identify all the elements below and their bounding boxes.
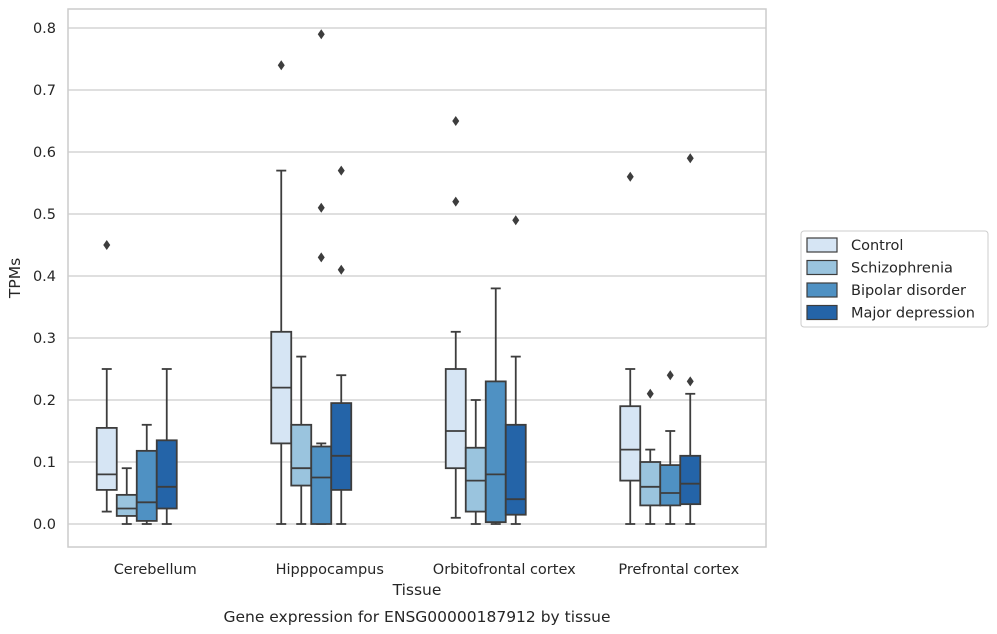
y-tick-label: 0.2 bbox=[33, 393, 56, 409]
outlier-marker bbox=[317, 202, 325, 213]
box-bipolar-disorder bbox=[135, 423, 158, 525]
y-tick-label: 0.0 bbox=[33, 517, 56, 533]
iqr-box bbox=[135, 449, 158, 522]
iqr-box bbox=[639, 461, 662, 507]
gridlines bbox=[68, 27, 766, 525]
iqr-box bbox=[330, 402, 353, 491]
legend-swatch bbox=[806, 237, 838, 253]
y-axis-ticks: 0.0 0.1 0.2 0.3 0.4 0.5 0.6 0.7 0.8 bbox=[33, 21, 56, 533]
legend-swatch bbox=[806, 282, 838, 298]
legend-swatch bbox=[806, 304, 838, 321]
outlier-marker bbox=[317, 29, 325, 40]
boxes bbox=[95, 29, 702, 525]
x-tick-label: Prefrontal cortex bbox=[618, 562, 739, 578]
y-tick-label: 0.1 bbox=[33, 455, 56, 471]
legend-swatch bbox=[806, 259, 838, 276]
box-bipolar-disorder bbox=[310, 29, 333, 525]
iqr-box bbox=[95, 426, 118, 491]
iqr-box bbox=[290, 423, 313, 487]
iqr-box bbox=[115, 493, 138, 517]
y-tick-label: 0.5 bbox=[33, 207, 56, 223]
box-schizophrenia bbox=[290, 355, 313, 525]
box-schizophrenia bbox=[115, 467, 138, 525]
box-major-depression bbox=[155, 368, 178, 525]
box-schizophrenia bbox=[639, 388, 662, 525]
box-control bbox=[95, 240, 118, 513]
y-axis-title: TPMs bbox=[6, 258, 24, 299]
x-tick-label: Cerebellum bbox=[114, 562, 197, 578]
iqr-box bbox=[310, 445, 333, 525]
legend-label: Schizophrenia bbox=[851, 261, 953, 277]
y-tick-label: 0.6 bbox=[33, 145, 56, 161]
legend-frame bbox=[800, 230, 989, 328]
outlier-marker bbox=[686, 376, 694, 387]
figure-caption: Gene expression for ENSG00000187912 by t… bbox=[223, 608, 610, 626]
outlier-marker bbox=[452, 196, 460, 207]
y-tick-label: 0.4 bbox=[33, 269, 56, 285]
outlier-marker bbox=[337, 264, 345, 275]
outlier-marker bbox=[646, 388, 654, 399]
iqr-box bbox=[155, 439, 178, 510]
y-tick-label: 0.7 bbox=[33, 83, 56, 99]
outlier-marker bbox=[317, 252, 325, 263]
box-major-depression bbox=[504, 215, 527, 525]
x-axis-title: Tissue bbox=[392, 581, 442, 599]
iqr-box bbox=[679, 454, 702, 506]
outlier-marker bbox=[337, 165, 345, 176]
iqr-box bbox=[484, 380, 507, 524]
box-bipolar-disorder bbox=[659, 370, 682, 525]
outlier-marker bbox=[666, 370, 674, 381]
outlier-marker bbox=[452, 116, 460, 126]
iqr-box bbox=[504, 423, 527, 516]
box-control bbox=[270, 60, 293, 525]
outlier-marker bbox=[277, 60, 285, 71]
legend-label: Bipolar disorder bbox=[851, 283, 966, 299]
box-major-depression bbox=[679, 153, 702, 525]
x-tick-label: Orbitofrontal cortex bbox=[433, 562, 576, 578]
y-tick-label: 0.3 bbox=[33, 331, 56, 347]
outlier-marker bbox=[686, 153, 694, 164]
box-control bbox=[444, 116, 467, 519]
plot-frame bbox=[67, 8, 767, 548]
outlier-marker bbox=[626, 171, 634, 182]
iqr-box bbox=[659, 464, 682, 507]
y-tick-label: 0.8 bbox=[33, 21, 56, 37]
legend-label: Major depression bbox=[851, 306, 975, 322]
iqr-box bbox=[464, 446, 487, 513]
legend-label: Control bbox=[851, 238, 903, 254]
iqr-box bbox=[444, 368, 467, 470]
box-control bbox=[619, 171, 642, 525]
outlier-marker bbox=[103, 240, 111, 250]
x-axis-ticks: Cerebellum Hipppocampus Orbitofrontal cort… bbox=[114, 562, 740, 578]
iqr-box bbox=[619, 405, 642, 482]
box-major-depression bbox=[330, 165, 353, 525]
x-tick-label: Hipppocampus bbox=[276, 562, 384, 578]
legend: Control Schizophrenia Bipolar disorder Majo… bbox=[800, 230, 989, 328]
box-bipolar-disorder bbox=[484, 287, 507, 525]
outlier-marker bbox=[512, 215, 520, 226]
box-schizophrenia bbox=[464, 399, 487, 525]
